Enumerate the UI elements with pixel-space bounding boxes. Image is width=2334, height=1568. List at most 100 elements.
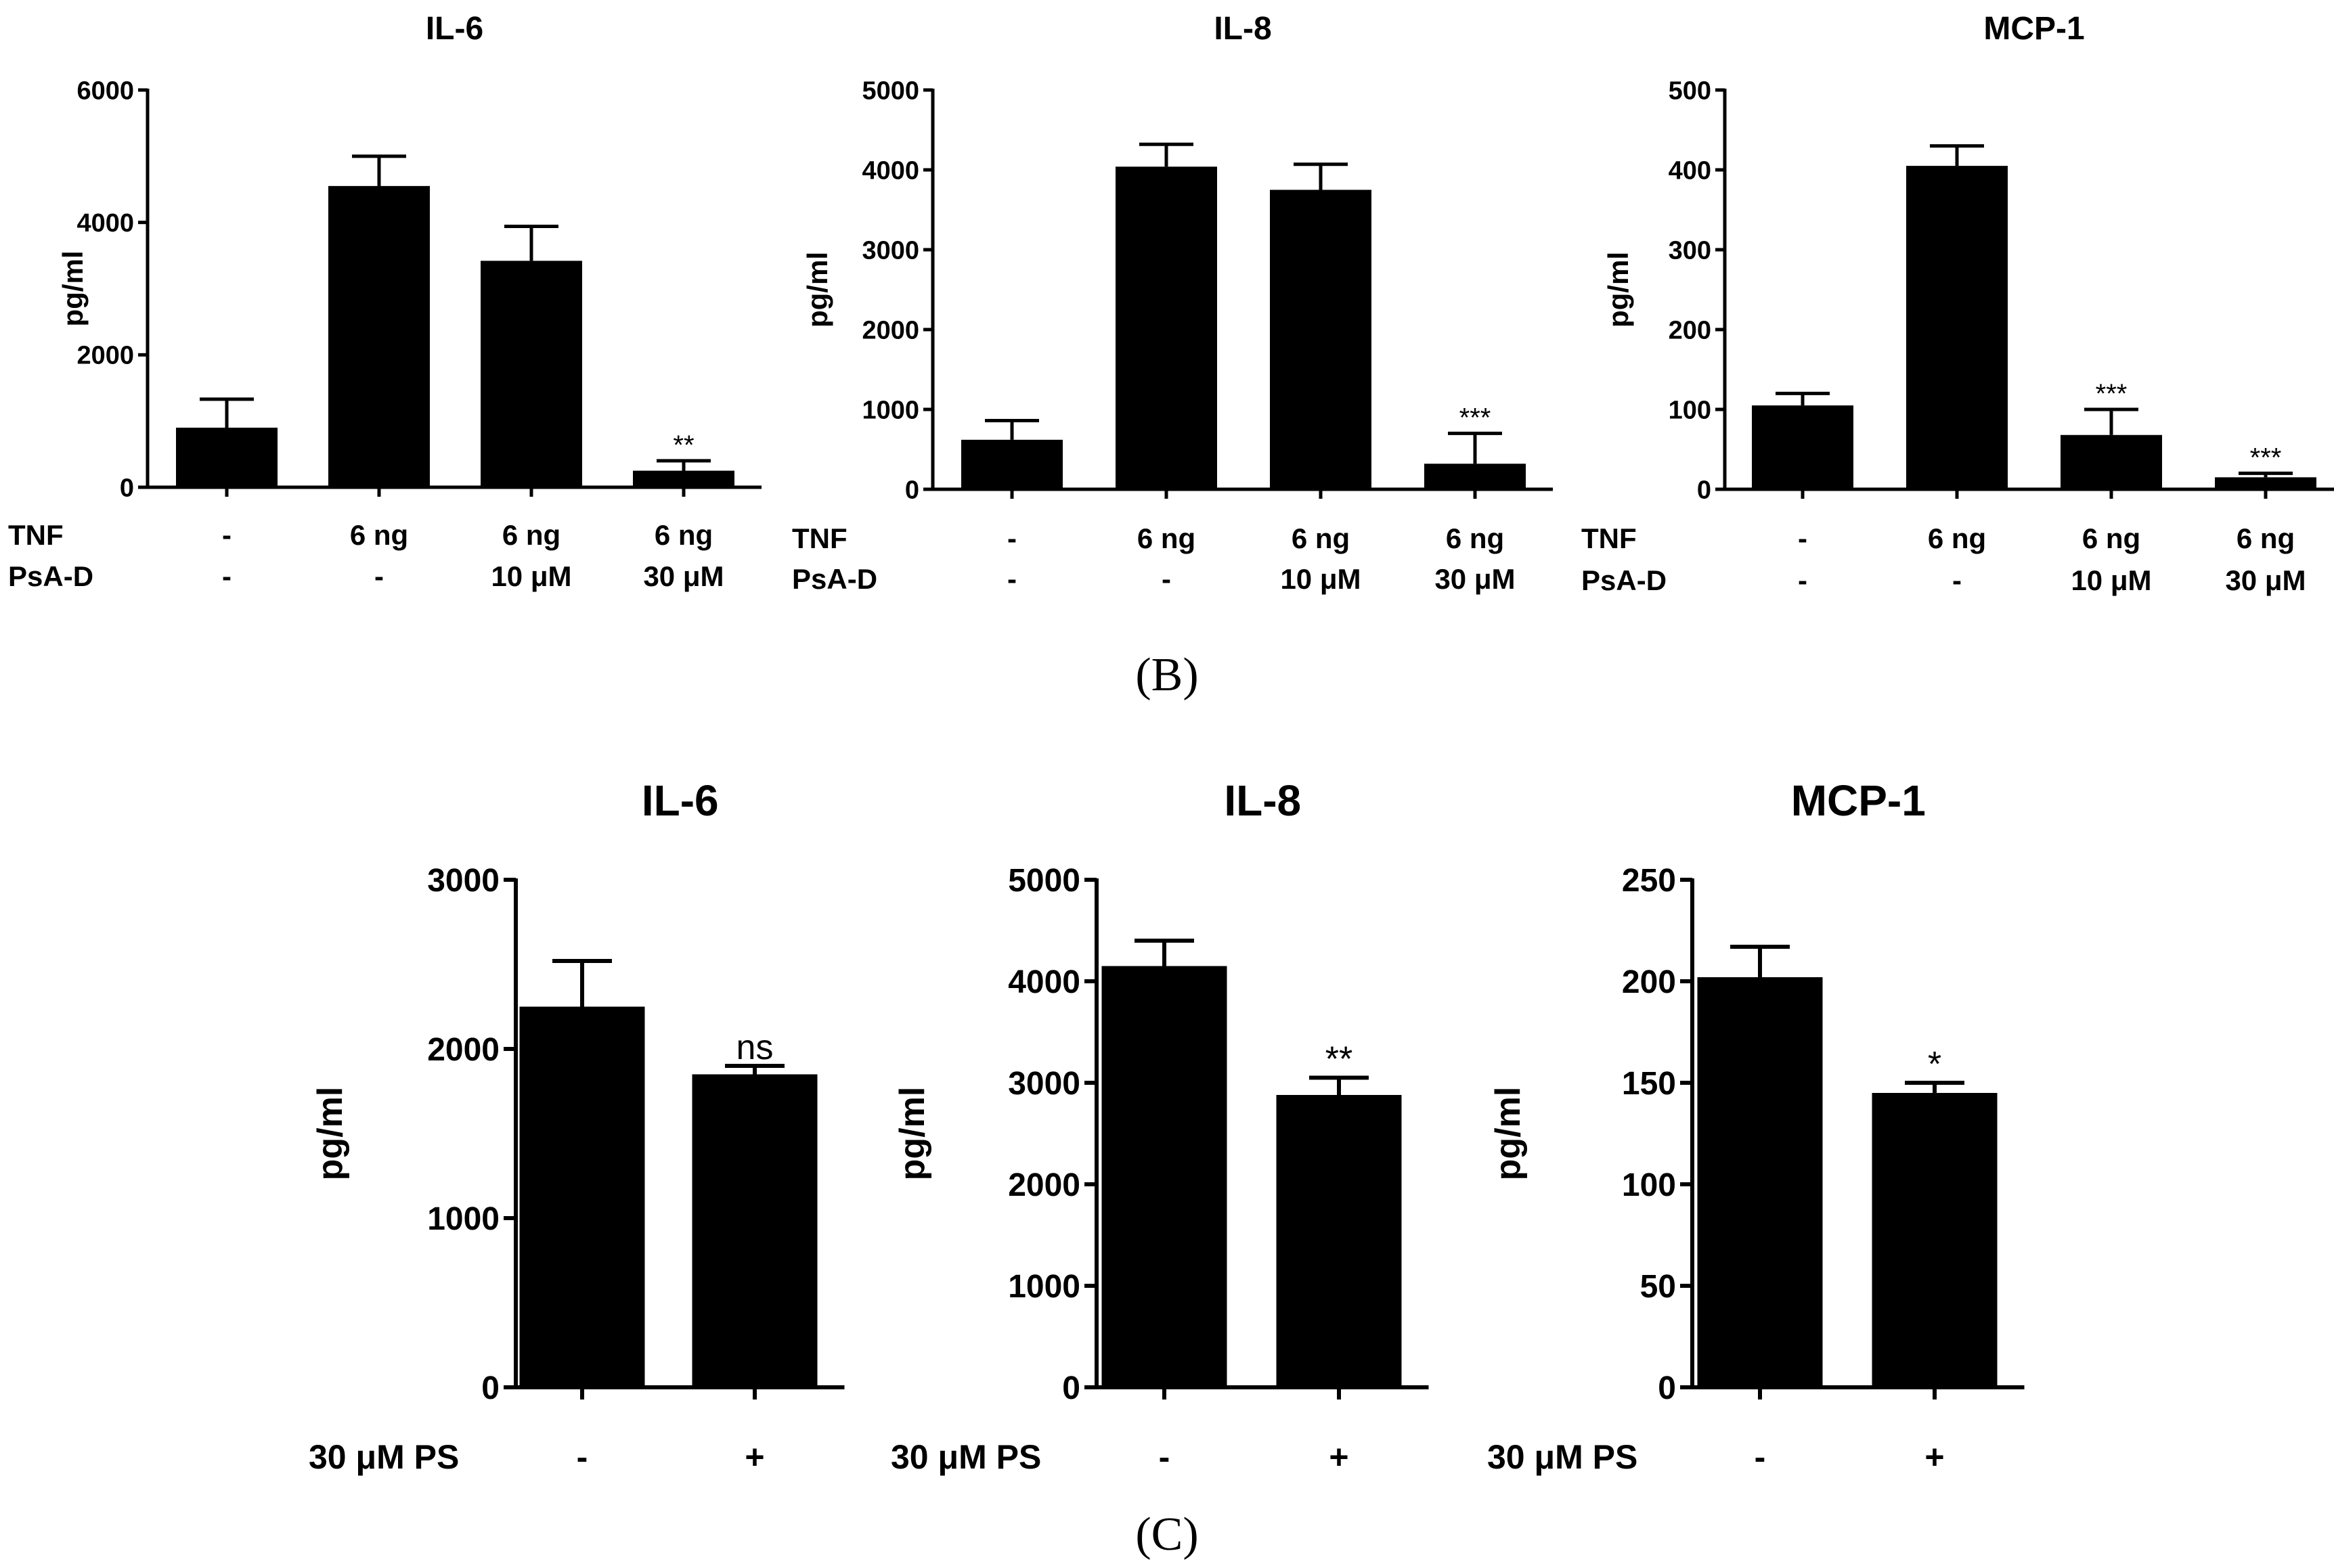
chart3-y-tick-label: 500 [1669,76,1711,105]
chart6-significance-label: * [1928,1045,1941,1084]
chart1-title: IL-6 [426,11,483,47]
chart6-y-tick-label: 200 [1622,964,1676,1000]
chart2-condition-value: - [1007,522,1017,554]
panel-label-b: (B) [1135,649,1198,701]
chart1-bar [328,185,430,487]
chart1-condition-value: 6 ng [655,519,713,551]
chart2-y-tick-label: 3000 [862,236,919,265]
chart2-title: IL-8 [1214,11,1271,47]
chart6-title: MCP-1 [1791,776,1926,825]
chart6-condition-value: - [1755,1438,1766,1476]
chart5-y-tick-label: 4000 [1008,964,1080,1000]
chart4-condition-name: 30 μM PS [309,1438,459,1476]
chart3-y-tick-label: 200 [1669,316,1711,344]
chart4-bar [692,1074,818,1387]
chart3-significance-label: *** [2250,443,2282,472]
chart5-title: IL-8 [1224,776,1301,825]
chart5-bar [1276,1095,1402,1387]
chart3-y-tick-label: 300 [1669,236,1711,265]
chart1-condition-name: TNF [8,519,64,551]
chart5-y-axis-label: pg/ml [893,1087,932,1181]
chart4-y-tick-label: 1000 [427,1201,500,1237]
chart3-condition-value: 6 ng [2237,522,2295,554]
chart3-condition-name: TNF [1581,522,1637,554]
chart3-condition-value: - [1798,522,1807,554]
chart3-bar [1906,166,2008,489]
chart6-y-tick-label: 50 [1640,1269,1676,1305]
chart2-condition-value: - [1162,563,1171,595]
chart2-y-tick-label: 1000 [862,396,919,424]
chart5-condition-value: - [1159,1438,1170,1476]
chart3-y-tick-label: 0 [1697,476,1711,504]
chart2-y-tick-label: 0 [905,476,919,504]
chart5-y-tick-label: 2000 [1008,1167,1080,1203]
chart3-condition-value: - [1952,564,1962,596]
chart1-condition-value: 30 μM [643,560,724,592]
chart6-condition-name: 30 μM PS [1487,1438,1637,1476]
chart2-y-tick-label: 2000 [862,316,919,344]
chart5-condition-name: 30 μM PS [891,1438,1041,1476]
chart3-condition-value: - [1798,564,1807,596]
chart3-bar [2215,477,2316,489]
chart2-bar [1424,464,1526,489]
chart2-y-tick-label: 4000 [862,156,919,185]
chart6-condition-value: + [1924,1438,1944,1476]
chart3-y-axis-label: pg/ml [1602,252,1634,328]
chart3-condition-value: 6 ng [1928,522,1986,554]
chart1-y-tick-label: 2000 [76,342,134,370]
chart3-bar [1752,405,1853,489]
chart5-bar [1101,966,1227,1387]
chart3-condition-name: PsA-D [1581,564,1667,596]
chart3-bar [2061,434,2162,489]
chart4-y-tick-label: 0 [481,1370,500,1406]
chart5-significance-label: ** [1325,1040,1352,1079]
chart1-y-tick-label: 4000 [76,209,134,238]
chart2-condition-value: 6 ng [1137,522,1195,554]
chart3-title: MCP-1 [1983,11,2084,47]
chart2-condition-name: TNF [792,522,847,554]
chart1-condition-value: 6 ng [502,519,560,551]
chart6-bar [1697,977,1823,1387]
panel-label-c: (C) [1135,1508,1198,1561]
chart1-condition-value: - [374,560,384,592]
chart5-y-tick-label: 1000 [1008,1269,1080,1305]
chart3-y-tick-label: 400 [1669,156,1711,185]
chart6-bar [1872,1093,1998,1387]
chart2-bar [1116,166,1217,489]
chart2-bar [1270,189,1371,489]
chart2-bar [961,439,1063,489]
chart3-condition-value: 30 μM [2225,564,2306,596]
chart1-bar [481,261,582,487]
chart4-y-tick-label: 3000 [427,863,500,899]
chart6-y-tick-label: 250 [1622,863,1676,899]
chart1-bar [633,470,734,487]
chart2-y-tick-label: 5000 [862,76,919,105]
chart5-y-tick-label: 0 [1062,1370,1080,1406]
chart1-y-axis-label: pg/ml [57,251,89,327]
chart1-condition-name: PsA-D [8,560,93,592]
chart1-condition-value: 6 ng [350,519,408,551]
chart6-y-tick-label: 150 [1622,1066,1676,1102]
chart5-y-tick-label: 3000 [1008,1066,1080,1102]
chart3-significance-label: *** [2096,379,2128,409]
chart1-condition-value: - [222,519,232,551]
chart6-y-axis-label: pg/ml [1489,1087,1528,1181]
chart2-condition-value: 30 μM [1434,563,1515,595]
chart2-condition-name: PsA-D [792,563,877,595]
chart3-condition-value: 10 μM [2071,564,2151,596]
chart6-y-tick-label: 0 [1658,1370,1676,1406]
chart4-condition-value: - [577,1438,588,1476]
chart4-condition-value: + [745,1438,764,1476]
chart4-significance-label: ns [736,1028,774,1067]
chart3-y-tick-label: 100 [1669,396,1711,424]
chart1-y-tick-label: 6000 [76,76,134,105]
chart4-y-tick-label: 2000 [427,1032,500,1068]
chart2-condition-value: 6 ng [1446,522,1504,554]
chart4-title: IL-6 [642,776,719,825]
chart1-y-tick-label: 0 [120,474,134,502]
chart3-condition-value: 6 ng [2082,522,2140,554]
chart2-condition-value: 6 ng [1292,522,1350,554]
chart2-y-axis-label: pg/ml [801,252,833,328]
chart1-condition-value: 10 μM [491,560,571,592]
